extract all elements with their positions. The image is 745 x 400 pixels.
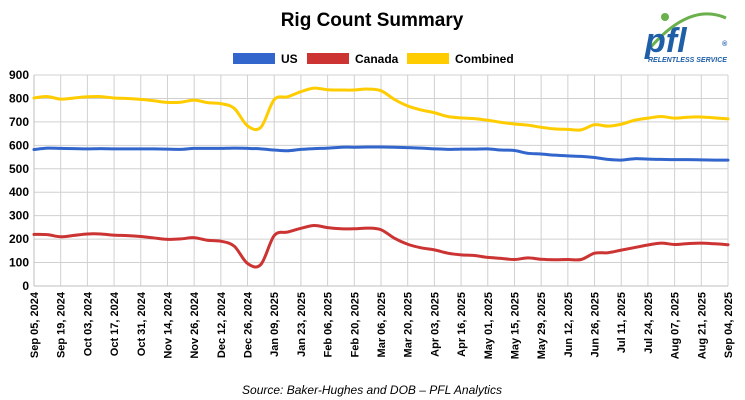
y-tick-label: 500 — [9, 162, 29, 176]
x-tick-label: Jan 23, 2025 — [296, 292, 308, 357]
y-tick-label: 0 — [22, 279, 29, 293]
x-tick-label: Nov 26, 2024 — [189, 291, 201, 359]
y-tick-label: 600 — [9, 138, 29, 152]
x-tick-label: Jun 26, 2025 — [590, 292, 602, 357]
x-tick-label: Oct 17, 2024 — [109, 291, 121, 356]
x-tick-label: May 29, 2025 — [536, 292, 548, 359]
y-tick-label: 100 — [9, 256, 29, 270]
x-tick-label: Feb 20, 2025 — [349, 292, 361, 357]
chart-legend: US Canada Combined — [233, 52, 514, 66]
x-tick-label: Jun 12, 2025 — [563, 292, 575, 357]
y-tick-label: 900 — [9, 68, 29, 82]
logo-trademark: ® — [722, 40, 728, 48]
x-tick-label: Aug 07, 2025 — [670, 292, 682, 359]
x-tick-label: May 15, 2025 — [509, 292, 521, 359]
x-tick-label: Oct 31, 2024 — [136, 291, 148, 356]
x-tick-label: Nov 14, 2024 — [162, 291, 174, 359]
y-tick-label: 800 — [9, 91, 29, 105]
x-tick-label: Jul 24, 2025 — [643, 292, 655, 354]
x-tick-label: Aug 21, 2025 — [696, 292, 708, 359]
legend-swatch-canada — [307, 53, 349, 64]
source-note: Source: Baker-Hughes and DOB – PFL Analy… — [242, 383, 502, 397]
plot-area: 0 100 200 300 400 500 600 700 800 900 Sep 05, 2024… — [9, 68, 735, 359]
x-tick-label: Oct 03, 2024 — [82, 291, 94, 356]
x-tick-label: Dec 12, 2024 — [216, 291, 228, 358]
x-tick-label: May 01, 2025 — [483, 292, 495, 359]
x-tick-label: Apr 03, 2025 — [429, 292, 441, 357]
series-line-combined — [32, 86, 730, 132]
legend-swatch-us — [233, 53, 275, 64]
x-tick-label: Sep 04, 2025 — [723, 292, 735, 358]
x-tick-label: Sep 05, 2024 — [29, 291, 41, 358]
x-tick-label: Apr 16, 2025 — [456, 292, 468, 357]
chart-title: Rig Count Summary — [281, 10, 464, 31]
x-tick-label: Jan 09, 2025 — [269, 292, 281, 357]
x-tick-label: Mar 20, 2025 — [403, 292, 415, 357]
legend-label-us: US — [281, 52, 298, 66]
y-tick-label: 400 — [9, 185, 29, 199]
pfl-logo: pfl ® RELENTLESS SERVICE — [640, 9, 732, 64]
x-tick-label: Dec 26, 2024 — [243, 291, 255, 358]
y-tick-label: 300 — [9, 209, 29, 223]
logo-wordmark: pfl — [644, 22, 688, 60]
x-tick-label: Mar 06, 2025 — [376, 292, 388, 357]
x-tick-label: Sep 19, 2024 — [56, 291, 68, 358]
series-line-us — [32, 145, 730, 162]
legend-label-canada: Canada — [355, 52, 399, 66]
x-tick-label: Jul 11, 2025 — [616, 292, 628, 353]
series-line-canada — [32, 224, 730, 269]
logo-swoosh — [648, 12, 727, 49]
logo-dot-icon — [661, 13, 669, 21]
y-tick-label: 200 — [9, 232, 29, 246]
logo-tagline: RELENTLESS SERVICE — [648, 57, 727, 64]
legend-swatch-combined — [407, 53, 449, 64]
x-tick-label: Feb 06, 2025 — [323, 292, 335, 357]
y-tick-label: 700 — [9, 115, 29, 129]
legend-label-combined: Combined — [455, 52, 514, 66]
